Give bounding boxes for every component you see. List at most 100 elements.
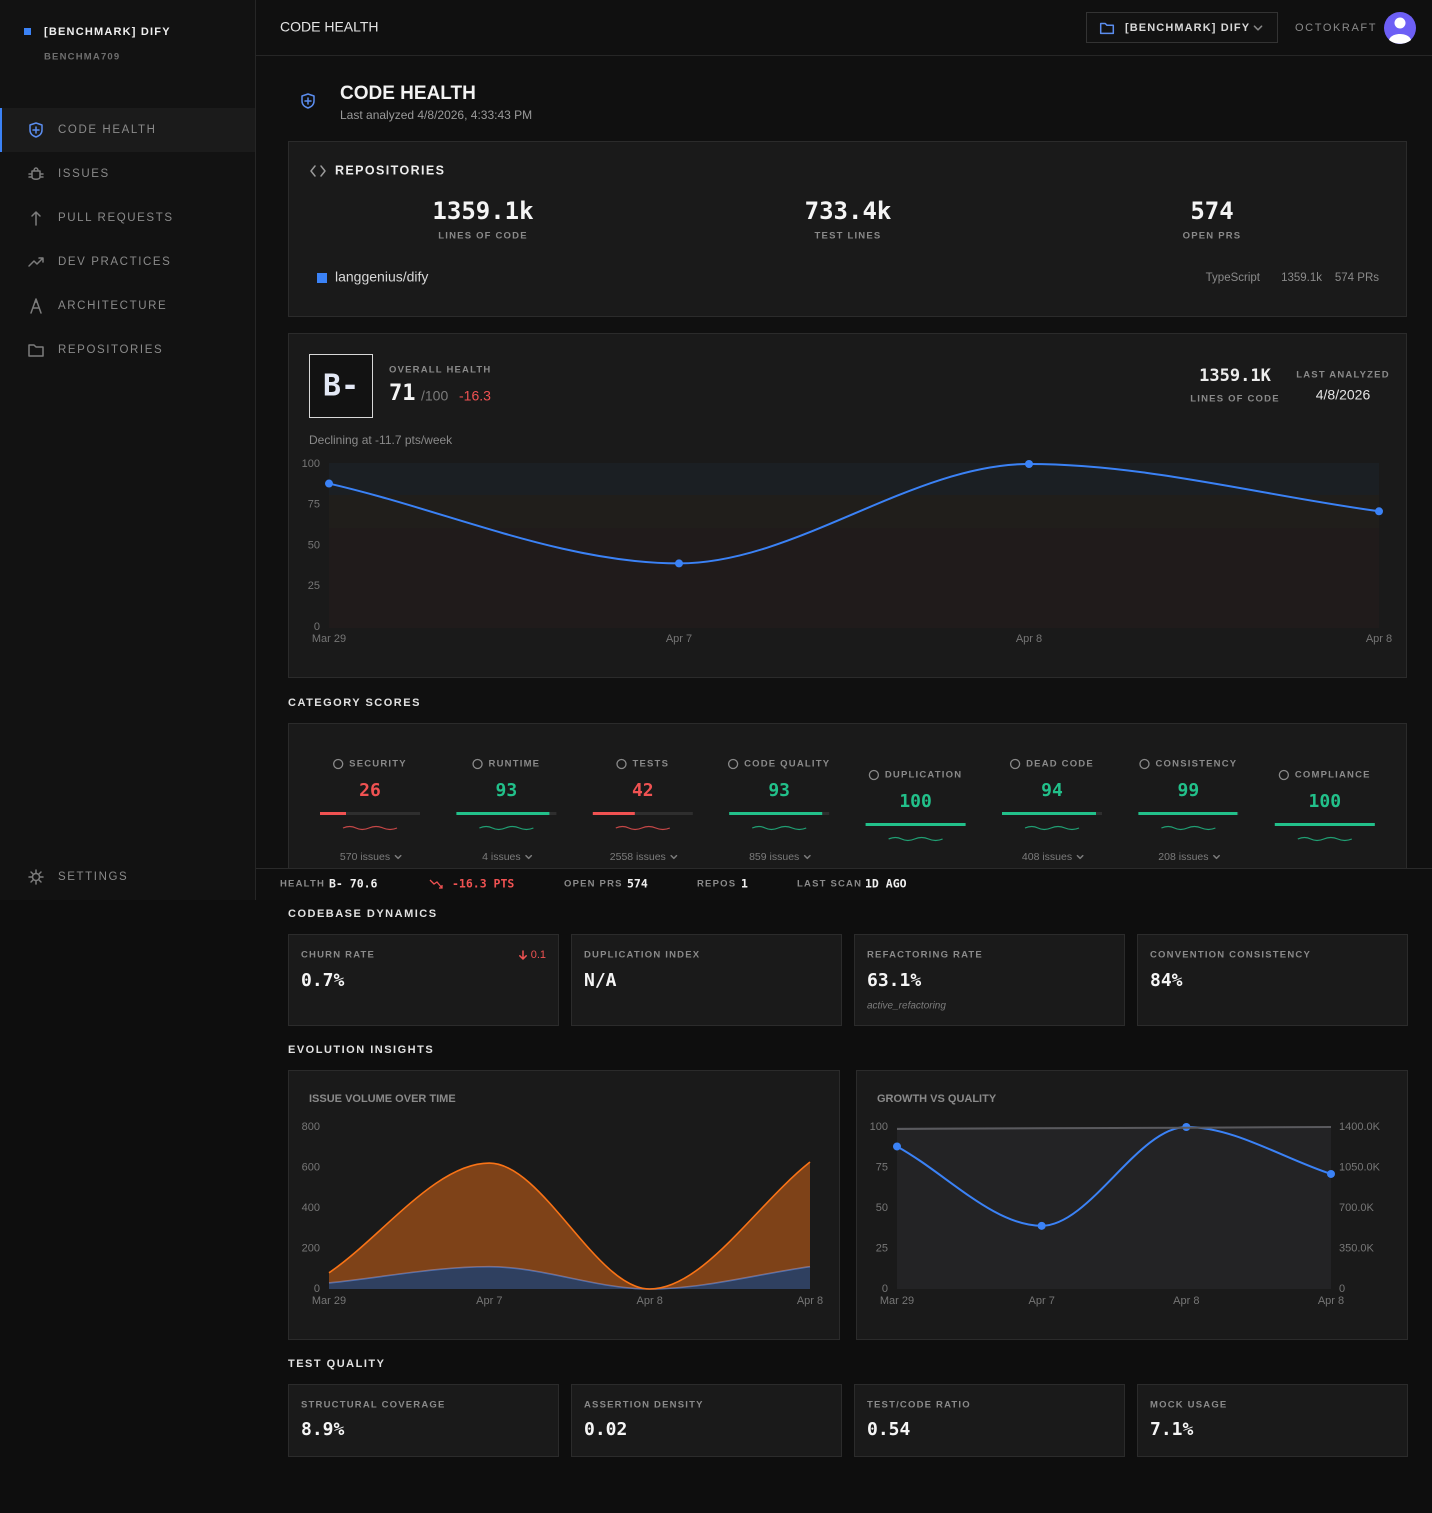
nav-icon <box>31 211 41 226</box>
category-icon <box>1009 758 1021 770</box>
metric-value: 0.7% <box>301 970 345 991</box>
nav-item[interactable]: CODE HEALTH <box>58 124 157 136</box>
category-name: RUNTIME <box>489 759 541 770</box>
y-tick-label: 25 <box>876 1242 888 1254</box>
nav-item[interactable]: ARCHITECTURE <box>58 300 167 312</box>
chart-title: GROWTH VS QUALITY <box>877 1093 997 1105</box>
project-marker <box>24 28 31 35</box>
category-score: 94 <box>1041 780 1063 801</box>
health-label: OVERALL HEALTH <box>389 365 491 376</box>
category-score: 26 <box>359 780 381 801</box>
score-bar <box>320 812 346 815</box>
last-analyzed-label: LAST ANALYZED <box>1296 370 1390 381</box>
category-score: 100 <box>899 791 932 812</box>
repo-lines: 1359.1k <box>1281 272 1322 284</box>
metric-label: DUPLICATION INDEX <box>584 950 700 961</box>
settings-icon <box>31 872 41 882</box>
issue-count: 408 issues <box>1022 851 1072 863</box>
score-bar <box>456 812 550 815</box>
nav-settings[interactable]: SETTINGS <box>58 871 128 883</box>
stat-value: 574 <box>1190 197 1233 225</box>
x-tick-label: Apr 8 <box>637 1295 663 1307</box>
point <box>1327 1169 1335 1178</box>
category-name: SECURITY <box>349 759 407 770</box>
issue-count: 2558 issues <box>610 851 666 863</box>
chart-card <box>288 1070 840 1340</box>
x-tick-label: Apr 8 <box>797 1295 823 1307</box>
category-icon <box>868 769 880 781</box>
issue-count: 208 issues <box>1158 851 1208 863</box>
y-tick-label: 0 <box>314 621 320 633</box>
y-tick-label: 75 <box>876 1161 888 1173</box>
issue-count: 859 issues <box>749 851 799 863</box>
health-score: 71 <box>389 381 416 406</box>
category-score: 99 <box>1178 780 1200 801</box>
metric-value: 0.54 <box>867 1419 911 1440</box>
nav-item[interactable]: DEV PRACTICES <box>58 256 171 268</box>
x-tick-label: Mar 29 <box>312 633 346 645</box>
y-tick-label: 100 <box>302 458 320 470</box>
nav-item[interactable]: PULL REQUESTS <box>58 212 174 224</box>
project-selector[interactable] <box>1086 12 1278 43</box>
metric-value: 84% <box>1150 970 1183 991</box>
page-subtitle: Last analyzed 4/8/2026, 4:33:43 PM <box>340 108 532 122</box>
org-name: OCTOKRAFT <box>1295 22 1377 34</box>
x-tick-label: Apr 7 <box>476 1295 502 1307</box>
nav-icon <box>29 122 43 138</box>
sparkline <box>888 836 943 842</box>
nav-item[interactable]: REPOSITORIES <box>58 344 163 356</box>
metric-label: TEST/CODE RATIO <box>867 1400 971 1411</box>
metric-label: STRUCTURAL COVERAGE <box>301 1400 446 1411</box>
section-title: CATEGORY SCORES <box>288 697 421 709</box>
nav-icon <box>30 298 42 314</box>
category-name: DUPLICATION <box>885 770 962 781</box>
metric-label: REFACTORING RATE <box>867 950 983 961</box>
issues-chevron <box>394 854 402 860</box>
y-tick-label: 50 <box>308 539 320 551</box>
nav-active-bar <box>0 108 2 152</box>
project-name: [BENCHMARK] DIFY <box>44 26 171 38</box>
category-icon <box>333 758 344 770</box>
status-label: HEALTH <box>280 879 325 890</box>
selector-chevron <box>1253 25 1263 31</box>
status-delta: -16.3 PTS <box>452 877 514 891</box>
stat-label: TEST LINES <box>815 231 882 242</box>
status-label: REPOS <box>697 879 736 890</box>
metric-label: CONVENTION CONSISTENCY <box>1150 950 1311 961</box>
grade: B- <box>323 369 359 404</box>
category-score: 93 <box>496 780 518 801</box>
y-tick-label: 1400.0K <box>1339 1121 1381 1133</box>
x-tick-label: Apr 7 <box>1029 1295 1055 1307</box>
y-tick-label: 0 <box>1339 1283 1345 1295</box>
score-bar <box>729 812 823 815</box>
x-tick-label: Apr 8 <box>1318 1295 1344 1307</box>
y-tick-label: 0 <box>314 1283 320 1295</box>
line <box>896 1126 1332 1130</box>
settings-icon <box>28 869 44 885</box>
point <box>1025 460 1033 468</box>
nav-item[interactable]: ISSUES <box>58 168 110 180</box>
sparkline <box>342 825 398 831</box>
point <box>675 559 683 568</box>
metric-value: N/A <box>584 970 617 991</box>
area-edge <box>328 1265 811 1290</box>
status-trend-icon <box>429 879 443 889</box>
y-tick-label: 200 <box>302 1242 320 1254</box>
metric-delta: 0.1 <box>531 949 546 961</box>
section-title: CODEBASE DYNAMICS <box>288 908 438 920</box>
topbar-title: CODE HEALTH <box>280 19 379 35</box>
band-good <box>329 463 1379 495</box>
issues-chevron <box>1076 854 1084 860</box>
metric-card <box>288 934 559 1026</box>
sparkline <box>615 825 671 831</box>
sparkline <box>1161 825 1216 831</box>
header-icon <box>301 93 315 109</box>
category-score: 42 <box>632 780 654 801</box>
stat-value: 1359.1k <box>432 197 534 225</box>
metric-card <box>288 1384 559 1457</box>
metric-card <box>1137 934 1408 1026</box>
category-name: TESTS <box>632 759 669 770</box>
y-tick-label: 400 <box>302 1202 320 1214</box>
point <box>1037 1221 1046 1230</box>
